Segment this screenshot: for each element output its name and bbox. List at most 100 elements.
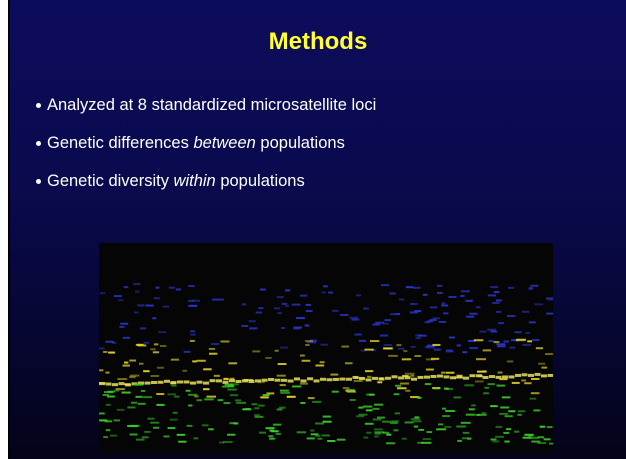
gel-band [252,350,260,352]
gel-band [306,310,313,312]
gel-band [306,304,311,306]
gel-band [255,379,261,382]
gel-band [123,365,130,367]
gel-band [476,306,481,308]
gel-band [448,296,456,298]
gel-band [388,355,398,357]
gel-band [110,435,117,437]
gel-band [323,285,328,287]
gel-band [383,347,393,349]
gel-band [137,344,144,346]
gel-band [358,407,363,409]
gel-band [531,392,540,394]
gel-band [494,341,500,343]
gel-band [327,440,335,442]
gel-band [300,355,305,357]
bullet-dot [36,103,41,108]
gel-band [124,286,128,288]
gel-band [431,358,439,360]
bullet-item: Genetic differences between populations [36,132,376,170]
gel-band [190,382,196,385]
gel-band [372,323,380,325]
gel-band [461,422,471,424]
gel-band [153,427,159,429]
emphasis: within [174,172,216,190]
gel-band [120,323,128,325]
gel-band [138,403,146,405]
gel-band [203,388,209,390]
gel-band [268,378,274,381]
gel-band [158,381,164,384]
gel-band [506,428,511,430]
gel-band [340,378,346,381]
gel-band [538,436,545,438]
gel-band [475,380,484,382]
gel-band [426,431,432,433]
gel-band [184,351,191,353]
gel-band [280,390,289,392]
gel-band [528,288,533,290]
gel-band [151,381,157,384]
gel-band [483,349,491,351]
gel-band [546,297,553,299]
gel-band [168,427,176,429]
gel-band [280,392,290,394]
gel-band [268,435,273,437]
gel-band [402,358,411,360]
gel-band [305,340,313,342]
gel-band [254,407,259,409]
bullet-list: Analyzed at 8 standardized microsatellit… [36,94,376,208]
gel-band [354,334,361,336]
gel-band [444,388,449,390]
gel-band [176,288,181,290]
gel-band [279,407,286,409]
gel-band [384,319,391,321]
gel-band [529,398,536,400]
gel-band [170,419,178,421]
gel-band [540,426,545,428]
gel-band [223,381,229,384]
gel-band [173,412,178,414]
gel-band [549,443,553,445]
gel-band [373,419,382,421]
gel-band [241,325,248,327]
gel-band [399,299,404,301]
gel-band [499,413,508,415]
gel-band [277,296,284,298]
gel-band [314,379,320,382]
gel-band [190,340,195,342]
gel-band [349,317,358,319]
gel-band [221,340,230,342]
gel-band [214,375,220,377]
gel-band [395,412,400,414]
gel-band [541,367,547,369]
gel-band [535,373,541,376]
gel-band [252,403,258,405]
gel-band [145,305,153,307]
gel-band [411,418,420,420]
gel-band [164,380,170,383]
gel-band [530,285,538,287]
gel-band [171,381,177,384]
gel-band [372,377,378,380]
gel-band [312,401,321,403]
gel-band [294,377,300,380]
gel-band [464,384,474,386]
gel-band [263,394,270,396]
gel-band [411,346,416,348]
gel-band [305,344,309,346]
gel-band [277,375,286,377]
bullet-dot [36,179,41,184]
gel-band [228,385,234,387]
gel-band [227,389,236,391]
gel-band [125,383,131,386]
gel-band [474,339,483,341]
gel-band [402,438,407,440]
gel-band [377,381,382,383]
gel-band [274,307,280,309]
gel-band [418,376,424,379]
gel-band [122,392,131,394]
gel-band [406,286,414,288]
gel-band [444,426,451,428]
gel-band [343,387,350,389]
